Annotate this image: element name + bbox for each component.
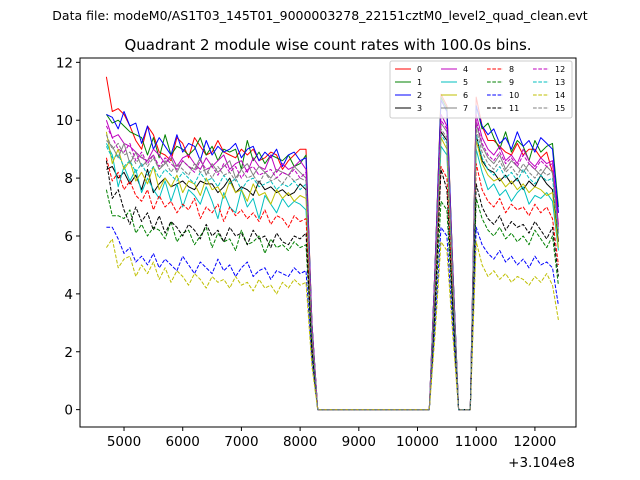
legend-label-0: 0 xyxy=(417,65,422,74)
legend-label-3: 3 xyxy=(417,104,422,113)
legend-box xyxy=(389,60,573,119)
x-tick-label-12000: 12000 xyxy=(513,434,556,450)
legend-label-4: 4 xyxy=(463,65,468,74)
legend-label-2: 2 xyxy=(417,91,422,100)
y-tick-label-10: 10 xyxy=(56,113,73,129)
legend-label-13: 13 xyxy=(555,78,565,87)
legend-label-8: 8 xyxy=(509,65,514,74)
y-tick-label-4: 4 xyxy=(64,287,73,303)
legend-label-9: 9 xyxy=(509,78,514,87)
axes-frame xyxy=(79,57,577,428)
legend-label-12: 12 xyxy=(555,65,565,74)
y-tick-label-0: 0 xyxy=(64,403,73,419)
chart-title: Quadrant 2 module wise count rates with … xyxy=(124,36,531,54)
y-tick-label-6: 6 xyxy=(64,229,73,245)
suptitle: Data file: modeM0/AS1T03_145T01_90000032… xyxy=(52,8,587,23)
axes-layer: 5000 6000 7000 8000 9000 10000 11000 12000 0 2 4 6 8… xyxy=(56,55,557,450)
y-tick-label-12: 12 xyxy=(56,55,73,71)
x-offset-label: +3.104e8 xyxy=(508,455,575,471)
x-tick-label-6000: 6000 xyxy=(166,434,200,450)
legend-label-11: 11 xyxy=(509,104,519,113)
x-tick-label-8000: 8000 xyxy=(283,434,317,450)
series-layer xyxy=(105,76,559,411)
series-line-15 xyxy=(105,128,559,411)
y-tick-label-2: 2 xyxy=(64,345,73,361)
legend-label-5: 5 xyxy=(463,78,468,87)
x-tick-label-10000: 10000 xyxy=(396,434,439,450)
x-tick-label-11000: 11000 xyxy=(455,434,498,450)
series-line-10 xyxy=(106,226,559,411)
y-tick-label-8: 8 xyxy=(64,171,73,187)
legend-label-10: 10 xyxy=(509,91,519,100)
x-tick-label-7000: 7000 xyxy=(224,434,258,450)
plot-area xyxy=(80,58,576,427)
legend-label-6: 6 xyxy=(463,91,468,100)
legend-label-15: 15 xyxy=(555,104,565,113)
legend-label-14: 14 xyxy=(555,91,565,100)
legend-label-1: 1 xyxy=(417,78,422,87)
x-tick-label-9000: 9000 xyxy=(342,434,376,450)
x-tick-label-5000: 5000 xyxy=(107,434,141,450)
series-line-12 xyxy=(105,119,559,411)
legend-label-7: 7 xyxy=(463,104,468,113)
